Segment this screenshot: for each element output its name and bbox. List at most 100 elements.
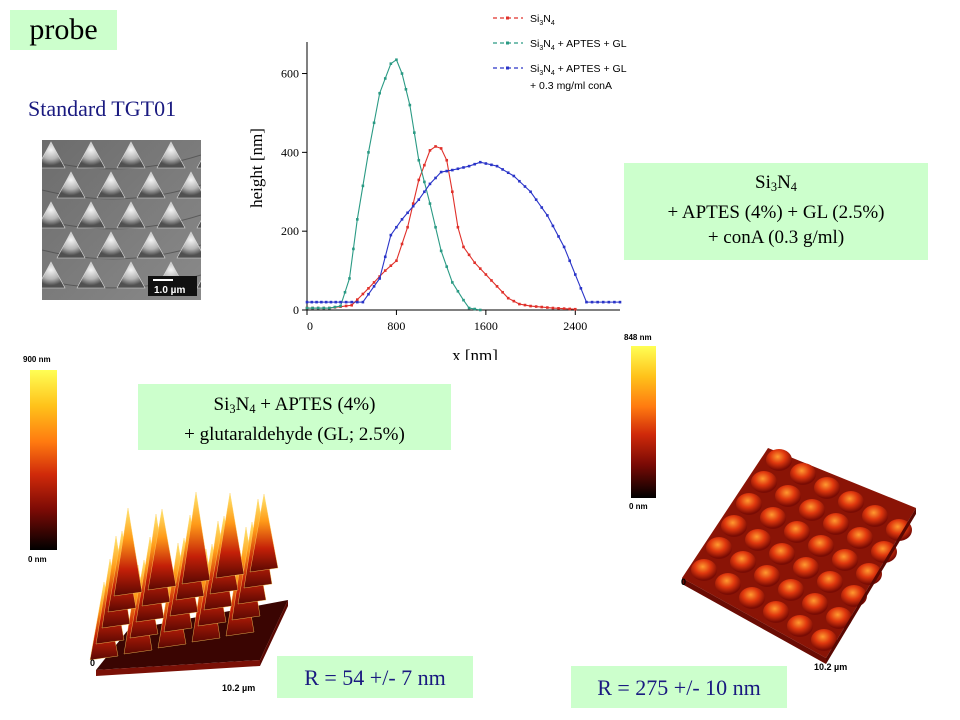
- series-2-point: [367, 292, 370, 296]
- gl-info-box: Si3N4 + APTES (4%) + glutaraldehyde (GL;…: [138, 384, 451, 450]
- series-0-point: [417, 178, 421, 182]
- series-1-point: [305, 306, 309, 310]
- sem-spike: [196, 279, 201, 289]
- series-0-point: [389, 264, 393, 267]
- series-2-point: [607, 300, 611, 304]
- afm-dome: [721, 515, 747, 537]
- series-2-point: [562, 245, 566, 249]
- series-2-point: [361, 300, 365, 304]
- afm-peak: [249, 493, 279, 573]
- series-2-point: [417, 198, 421, 201]
- left-afm-origin-label: 0: [90, 658, 96, 668]
- series-0-point: [383, 269, 387, 272]
- afm-dome: [739, 587, 765, 609]
- sem-spike: [56, 231, 86, 259]
- series-2-point: [618, 300, 622, 304]
- series-2-point: [484, 162, 488, 165]
- probe-label: probe: [10, 10, 117, 50]
- series-1-point: [408, 103, 412, 107]
- series-2-point: [339, 300, 342, 304]
- series-2-point: [445, 169, 449, 173]
- series-1-point: [404, 87, 408, 91]
- series-2-point: [451, 168, 454, 172]
- series-1-point: [456, 289, 460, 293]
- afm-dome: [799, 499, 825, 521]
- series-2-point: [389, 233, 393, 237]
- afm-dome: [847, 527, 873, 549]
- afm-dome: [787, 615, 813, 637]
- conA-info-box: Si3N4 + APTES (4%) + GL (2.5%) + conA (0…: [624, 163, 928, 260]
- series-2-point: [557, 235, 560, 238]
- series-0-point: [512, 299, 516, 303]
- afm-dome: [769, 543, 795, 565]
- series-0-point: [523, 303, 527, 307]
- series-1-point: [439, 249, 443, 253]
- series-2-point: [395, 225, 398, 229]
- series-2-point: [585, 300, 588, 304]
- series-2-point: [490, 163, 493, 167]
- sem-spike: [196, 159, 201, 169]
- box1-line2: + APTES (4%) + GL (2.5%): [667, 202, 885, 224]
- legend-label-2: Si3N4 + APTES + GL: [530, 63, 627, 77]
- afm-dome: [886, 519, 912, 541]
- afm-dome: [715, 573, 741, 595]
- series-1-point: [367, 151, 370, 154]
- afm-dome: [826, 607, 852, 629]
- series-0-point: [467, 253, 471, 257]
- sem-spike: [76, 201, 106, 229]
- series-2-point: [305, 300, 309, 304]
- series-1-point: [428, 202, 432, 205]
- afm-dome: [802, 593, 828, 615]
- afm-dome: [808, 535, 834, 557]
- sem-image: 1.0 µm: [42, 140, 201, 300]
- x-axis-label: x [nm]: [452, 346, 498, 360]
- series-1-point: [389, 62, 393, 65]
- series-2-point: [383, 255, 387, 259]
- box2-line1: Si3N4 + APTES (4%): [213, 394, 376, 417]
- y-tick-label: 200: [281, 224, 299, 238]
- left-colorbar: [30, 370, 57, 550]
- radius-result-left: R = 54 +/- 7 nm: [277, 656, 473, 698]
- afm-peak: [147, 508, 177, 591]
- left-colorbar-top-label: 900 nm: [23, 355, 51, 364]
- y-axis-label: height [nm]: [247, 128, 266, 208]
- series-1-point: [356, 218, 359, 221]
- series-2-point: [613, 300, 616, 304]
- afm-dome: [775, 485, 801, 507]
- y-tick-label: 0: [293, 303, 299, 317]
- legend-extra-label: + 0.3 mg/ml conA: [530, 80, 612, 92]
- series-2-point: [378, 277, 381, 280]
- series-1-point: [333, 305, 337, 309]
- series-2-point: [596, 300, 599, 304]
- series-0-point: [484, 273, 488, 276]
- series-0-point: [462, 245, 465, 249]
- sem-spike: [76, 261, 106, 289]
- series-2-point: [456, 167, 460, 171]
- series-0-point: [506, 296, 510, 300]
- series-2-point: [428, 182, 432, 186]
- series-0-point: [350, 303, 354, 307]
- box1-line3: + conA (0.3 g/ml): [707, 227, 845, 249]
- series-0-point: [557, 307, 560, 310]
- afm-dome: [730, 551, 756, 573]
- sem-spike: [176, 171, 201, 199]
- series-1-point: [467, 306, 471, 310]
- series-0-point: [395, 259, 398, 263]
- series-2-point: [467, 164, 471, 168]
- series-1-point: [316, 306, 320, 310]
- series-2-point: [501, 168, 504, 171]
- series-2-point: [601, 300, 605, 304]
- sem-spike: [96, 171, 126, 199]
- right-afm-axis-label: 10.2 µm: [814, 662, 848, 672]
- afm-dome: [862, 505, 888, 527]
- right-colorbar-top-label: 848 nm: [624, 333, 652, 342]
- y-tick-label: 600: [281, 67, 299, 81]
- sem-spike: [116, 261, 146, 289]
- series-0-point: [551, 306, 555, 310]
- afm-dome: [871, 541, 897, 563]
- series-0-point: [456, 225, 460, 229]
- series-2-point: [473, 162, 476, 166]
- series-1-point: [451, 281, 454, 284]
- height-profile-chart: 0 200 400 600 0 800 1600 2400 Si3N4 Si3N4 + APTE…: [247, 13, 627, 360]
- series-1-point: [417, 158, 421, 162]
